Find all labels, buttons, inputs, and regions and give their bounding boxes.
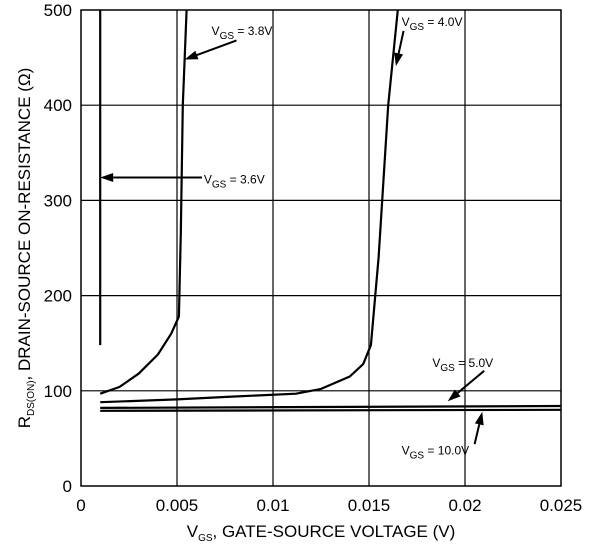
tick-labels: 0 0.005 0.01 0.015 0.02 0.025 0 100 200 300 400 500 [44, 1, 583, 515]
y-axis-title: RDS(ON), DRAIN-SOURCE ON-RESISTANCE (Ω) [15, 68, 37, 429]
arrow-vgs-5-0 [447, 370, 485, 402]
y-tick-label: 400 [44, 96, 72, 115]
curve-vgs-4-0 [100, 9, 399, 404]
curve-vgs-3-8 [99, 9, 188, 395]
y-tick-label: 100 [44, 382, 72, 401]
x-tick-label: 0.02 [448, 496, 481, 515]
x-axis-title: VGS, GATE-SOURCE VOLTAGE (V) [187, 522, 456, 544]
label-vgs-3-8: VGS = 3.8V [212, 24, 273, 42]
curves [99, 9, 562, 412]
annotation-labels: VGS = 3.6V VGS = 3.8V VGS = 4.0V VGS = 5.0V… [204, 15, 493, 461]
label-vgs-4-0: VGS = 4.0V [402, 15, 463, 33]
plot-frame [80, 9, 562, 487]
label-vgs-10-0: VGS = 10.0V [402, 444, 470, 462]
y-tick-label: 500 [44, 1, 72, 20]
x-tick-label: 0.015 [348, 496, 391, 515]
arrow-vgs-3-6 [100, 173, 202, 183]
label-vgs-3-6: VGS = 3.6V [204, 172, 265, 190]
arrow-vgs-4-0 [394, 30, 405, 67]
y-tick-label: 0 [63, 477, 72, 496]
y-tick-label: 300 [44, 191, 72, 210]
y-tick-label: 200 [44, 287, 72, 306]
annotation-arrows [100, 30, 485, 445]
curve-vgs-10-0 [100, 408, 562, 412]
x-tick-label: 0 [76, 496, 85, 515]
grid-lines [81, 10, 561, 486]
arrow-vgs-10-0 [473, 411, 484, 445]
curve-vgs-5-0 [100, 404, 562, 409]
label-vgs-5-0: VGS = 5.0V [432, 356, 493, 374]
x-tick-label: 0.005 [156, 496, 199, 515]
arrow-vgs-3-8 [184, 39, 237, 60]
x-tick-label: 0.01 [256, 496, 289, 515]
x-tick-label: 0.025 [540, 496, 583, 515]
